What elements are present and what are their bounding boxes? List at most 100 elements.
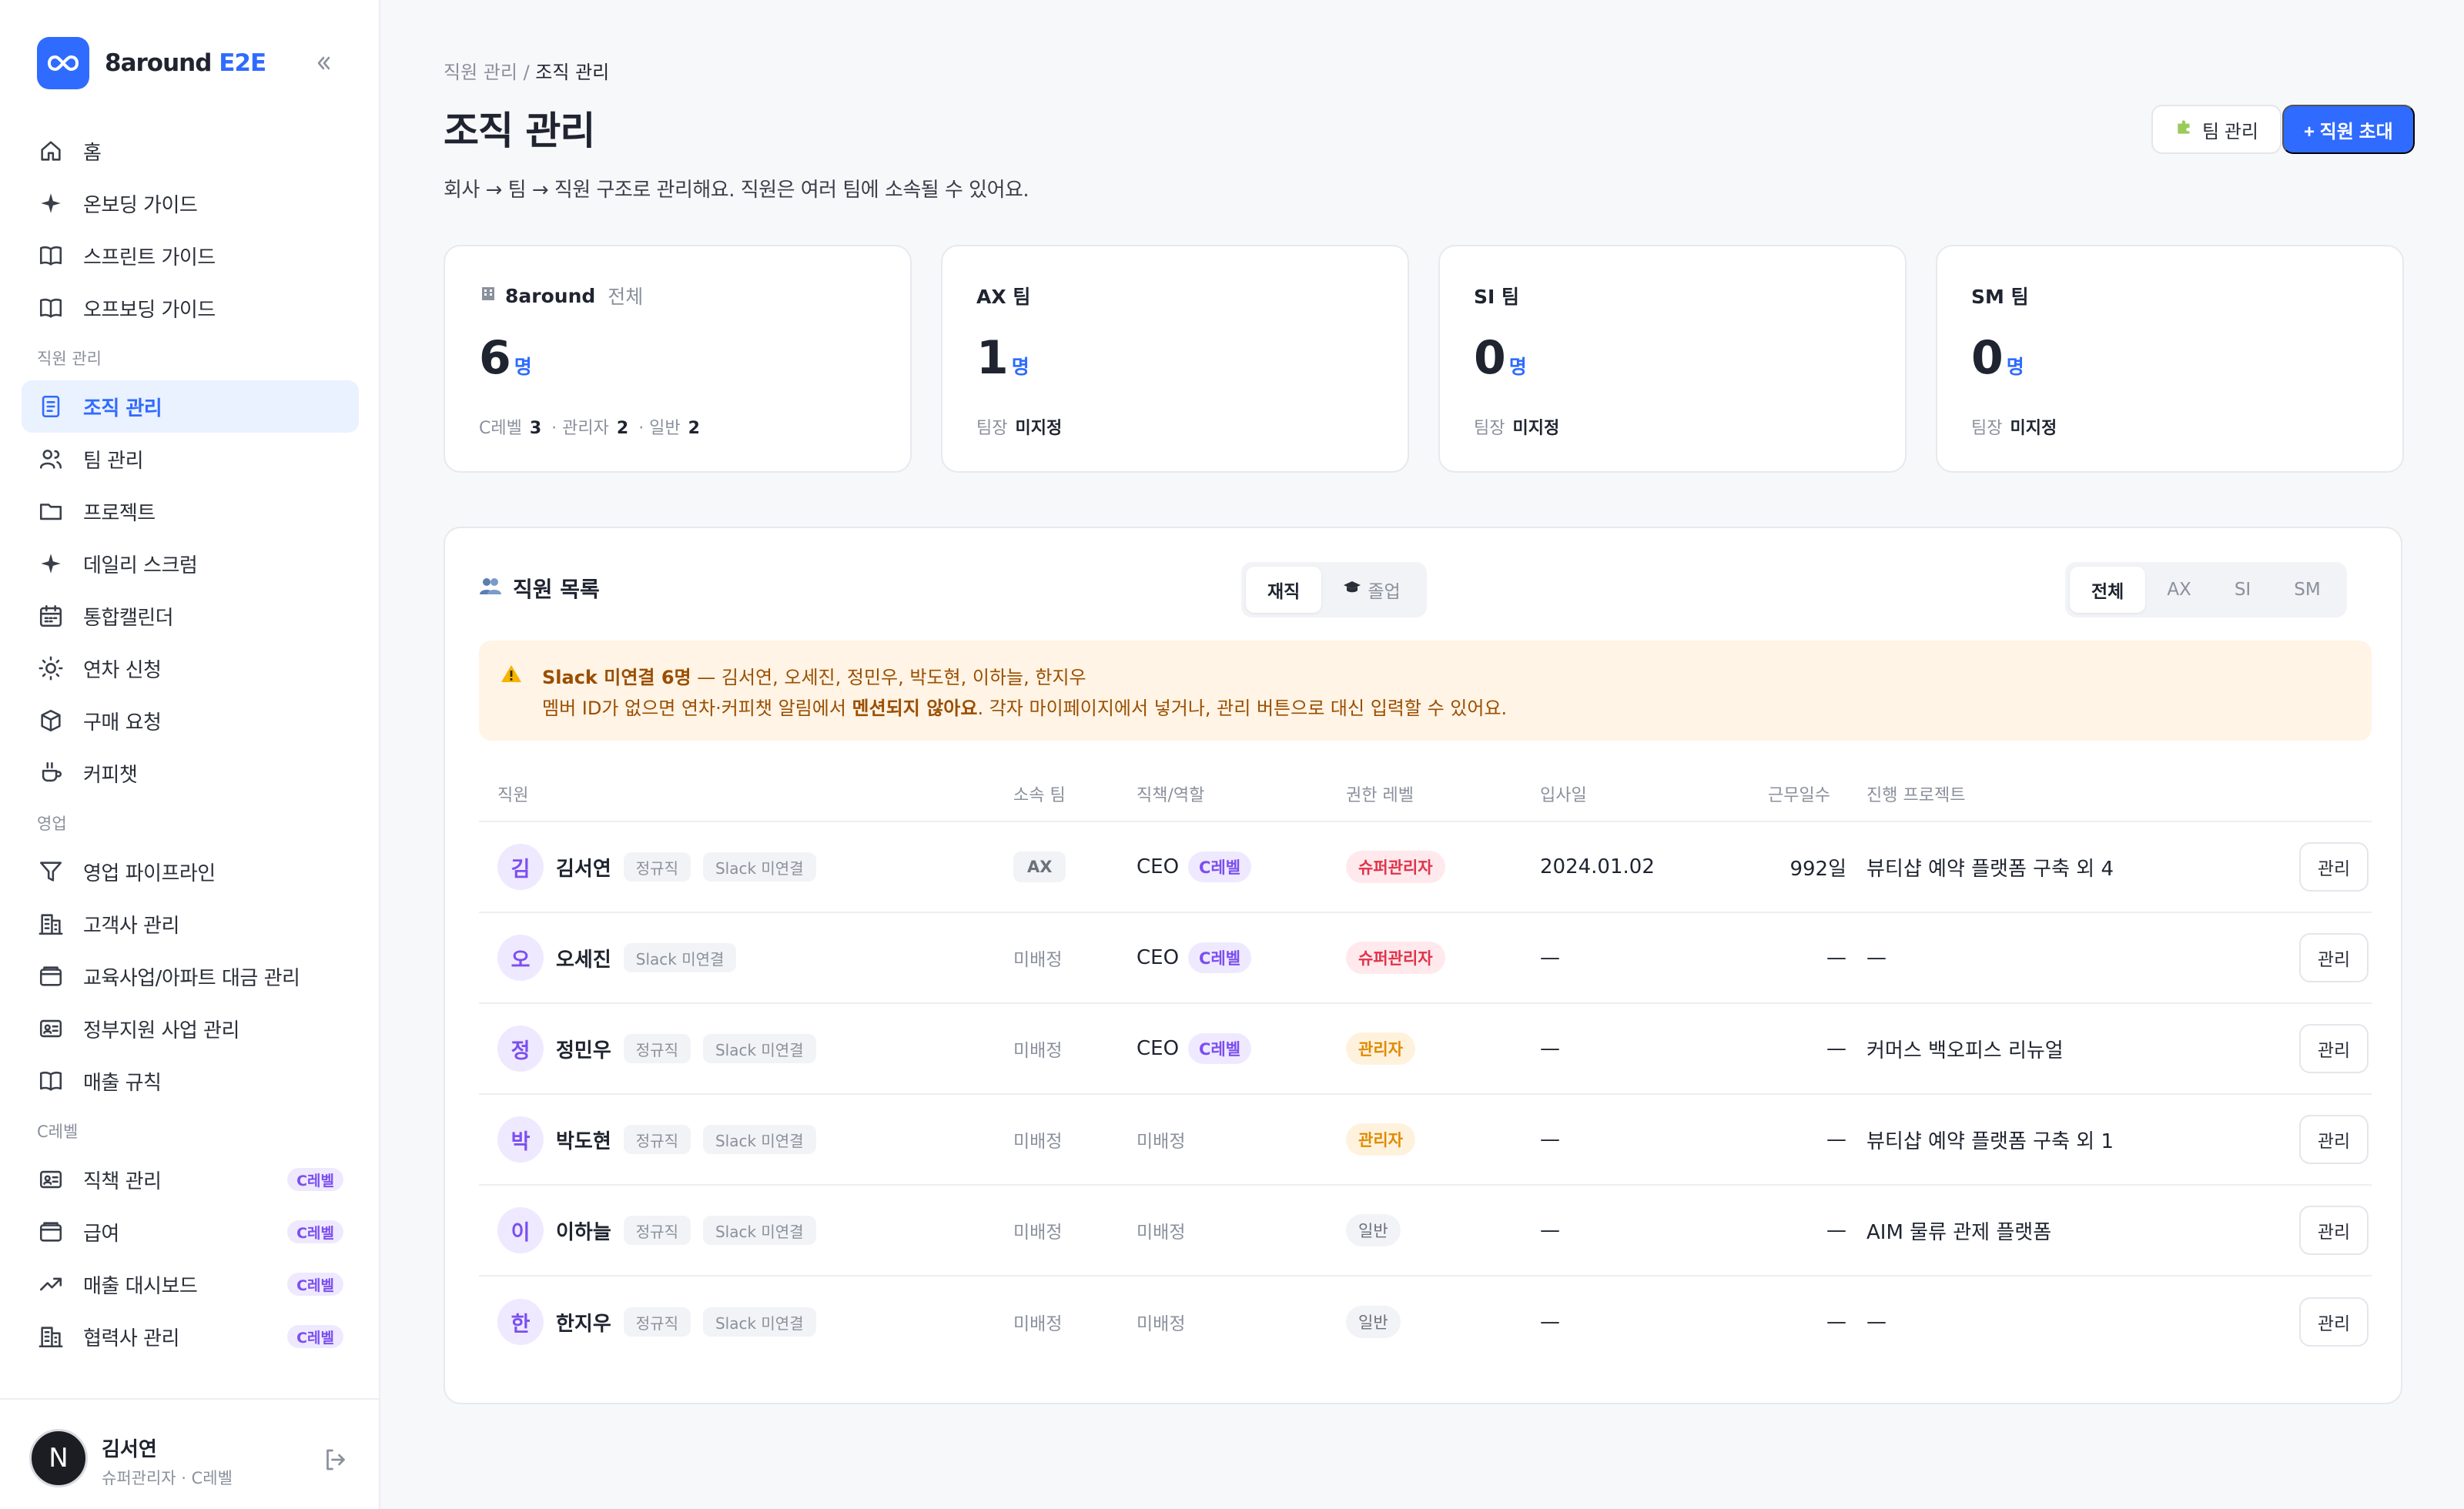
employment-type-tag: 정규직 [623,852,691,882]
collapse-sidebar-icon[interactable] [308,48,339,79]
status-tab-0[interactable]: 재직 [1246,567,1322,613]
sidebar-item-coffee[interactable]: 커피챗 [22,747,359,799]
sidebar-item-sprint[interactable]: 스프린트 가이드 [22,229,359,282]
permission-cell: 관리자 [1346,1123,1415,1156]
sidebar-item-project[interactable]: 프로젝트 [22,485,359,537]
breadcrumb-parent[interactable]: 직원 관리 [444,62,517,83]
warning-icon [500,664,522,687]
table-row[interactable]: 이 이하늘 정규직 Slack 미연결 미배정 미배정 일반 — — AIM 물… [479,1186,2372,1276]
sidebar-item-label: 커피챗 [83,763,138,787]
sidebar-item-offboarding[interactable]: 오프보딩 가이드 [22,282,359,334]
sidebar-item-scrum[interactable]: 데일리 스크럼 [22,537,359,590]
team-lead: 팀장 미지정 [1971,414,2061,439]
stat-card-title: 8around 전체 [479,282,643,309]
table-row[interactable]: 김 김서연 정규직 Slack 미연결 AX CEO C레벨 슈퍼관리자 202… [479,822,2372,913]
sidebar-item-purchase[interactable]: 구매 요청 [22,694,359,747]
col-role[interactable]: 직책/역할 [1137,786,1205,805]
manage-button[interactable]: 관리 [2299,933,2369,982]
team-value: 미배정 [1013,950,1063,970]
sidebar-item-leave[interactable]: 연차 신청 [22,642,359,694]
sidebar-item-duties[interactable]: 직책 관리 C레벨 [22,1153,359,1206]
clevel-count: 3 [529,419,542,438]
employee-name[interactable]: 정민우 [556,1039,611,1062]
sidebar-item-label: 고객사 관리 [83,914,179,938]
sidebar-item-calendar[interactable]: 통합캘린더 [22,590,359,642]
role-cell: 미배정 [1137,1126,1185,1153]
wallet-icon [37,962,65,990]
sidebar-item-partners[interactable]: 협력사 관리 C레벨 [22,1310,359,1363]
sidebar-item-rules[interactable]: 매출 규칙 [22,1055,359,1107]
employment-type-tag: 정규직 [623,1216,691,1245]
sidebar-item-org[interactable]: 조직 관리 [22,380,359,433]
col-projects[interactable]: 진행 프로젝트 [1866,786,1966,805]
team-filter-tab-0[interactable]: 전체 [2070,567,2146,613]
stat-card[interactable]: AX 팀 1 명 팀장 미지정 [941,245,1409,473]
employee-cell: 박 박도현 정규직 Slack 미연결 [497,1116,816,1163]
permission-badge: 관리자 [1346,1123,1415,1156]
role-value: CEO [1137,855,1180,878]
col-join-date[interactable]: 입사일 [1540,786,1587,805]
employee-name[interactable]: 김서연 [556,857,611,881]
project-list: 뷰티샵 예약 플랫폼 구축 외 4 [1866,857,2114,881]
team-filter-tab-3[interactable]: SM [2294,580,2321,600]
book-icon [37,1067,65,1095]
sidebar-item-edu[interactable]: 교육사업/아파트 대금 관리 [22,950,359,1002]
sun-icon [37,654,65,682]
table-row[interactable]: 오 오세진 Slack 미연결 미배정 CEO C레벨 슈퍼관리자 — — — … [479,913,2372,1004]
sidebar-item-label: 스프린트 가이드 [83,246,216,269]
col-work-days[interactable]: 근무일수 [1768,786,1830,805]
manage-button[interactable]: 관리 [2299,842,2369,892]
avatar: 한 [497,1299,544,1345]
status-tab-1[interactable]: 졸업 [1321,567,1421,613]
manage-button[interactable]: 관리 [2299,1024,2369,1073]
permission-badge: 슈퍼관리자 [1346,942,1445,974]
employee-name[interactable]: 박도현 [556,1129,611,1153]
infinity-logo-icon [37,37,89,89]
table-row[interactable]: 박 박도현 정규직 Slack 미연결 미배정 미배정 관리자 — — 뷰티샵 … [479,1095,2372,1186]
user-profile[interactable]: N 김서연 슈퍼관리자 · C레벨 [0,1398,379,1509]
work-days: — [1826,946,1846,969]
sidebar-item-sales-dash[interactable]: 매출 대시보드 C레벨 [22,1258,359,1310]
employee-name[interactable]: 한지우 [556,1312,611,1336]
brand[interactable]: 8around E2E [37,37,266,89]
logout-icon[interactable] [322,1446,353,1477]
work-days: — [1826,1128,1846,1151]
table-row[interactable]: 정 정민우 정규직 Slack 미연결 미배정 CEO C레벨 관리자 — — … [479,1004,2372,1095]
sidebar-item-onboarding[interactable]: 온보딩 가이드 [22,177,359,229]
sidebar-item-clients[interactable]: 고객사 관리 [22,898,359,950]
stat-card[interactable]: SI 팀 0 명 팀장 미지정 [1438,245,1907,473]
alert-names: — 김서연, 오세진, 정민우, 박도현, 이하늘, 한지우 [691,667,1086,688]
team-filter-tab-2[interactable]: SI [2234,580,2251,600]
manage-button[interactable]: 관리 [2299,1297,2369,1347]
sidebar-item-home[interactable]: 홈 [22,125,359,177]
project-list: 커머스 백오피스 리뉴얼 [1866,1039,2064,1062]
sidebar-item-salary[interactable]: 급여 C레벨 [22,1206,359,1258]
employee-name[interactable]: 오세진 [556,948,611,972]
sidebar-item-pipeline[interactable]: 영업 파이프라인 [22,845,359,898]
work-days: — [1826,1310,1846,1333]
stat-card-title-text: SI 팀 [1474,286,1520,308]
col-team[interactable]: 소속 팀 [1013,786,1066,805]
table-row[interactable]: 한 한지우 정규직 Slack 미연결 미배정 미배정 일반 — — — 관리 [479,1276,2372,1367]
stat-card[interactable]: 8around 전체 6 명 C레벨 3 · 관리자 2 · 일반 2 [444,245,912,473]
permission-badge: 슈퍼관리자 [1346,851,1445,883]
invite-employee-button[interactable]: + 직원 초대 [2282,105,2415,154]
sidebar-item-gov[interactable]: 정부지원 사업 관리 [22,1002,359,1055]
employee-list-panel: 직원 목록 재직 졸업 전체 AX SI SM Slack 미연결 6명 — 김서연, … [444,527,2402,1404]
permission-cell: 일반 [1346,1214,1401,1246]
employee-name[interactable]: 이하늘 [556,1220,611,1244]
manage-button[interactable]: 관리 [2299,1115,2369,1164]
manage-button[interactable]: 관리 [2299,1206,2369,1255]
sidebar-item-team[interactable]: 팀 관리 [22,433,359,485]
clevel-badge: C레벨 [287,1220,343,1243]
employee-table: 직원 소속 팀 직책/역할 권한 레벨 입사일 근무일수 진행 프로젝트 김 김… [479,767,2372,1367]
team-manage-button[interactable]: 팀 관리 [2151,105,2282,154]
col-permission[interactable]: 권한 레벨 [1346,786,1414,805]
slack-warning-alert: Slack 미연결 6명 — 김서연, 오세진, 정민우, 박도현, 이하늘, … [479,641,2372,741]
role-value: 미배정 [1137,1314,1186,1334]
team-filter-tab-1[interactable]: AX [2167,580,2191,600]
stat-card[interactable]: SM 팀 0 명 팀장 미지정 [1936,245,2404,473]
sidebar-item-label: 협력사 관리 [83,1327,179,1350]
col-employee[interactable]: 직원 [497,786,529,805]
